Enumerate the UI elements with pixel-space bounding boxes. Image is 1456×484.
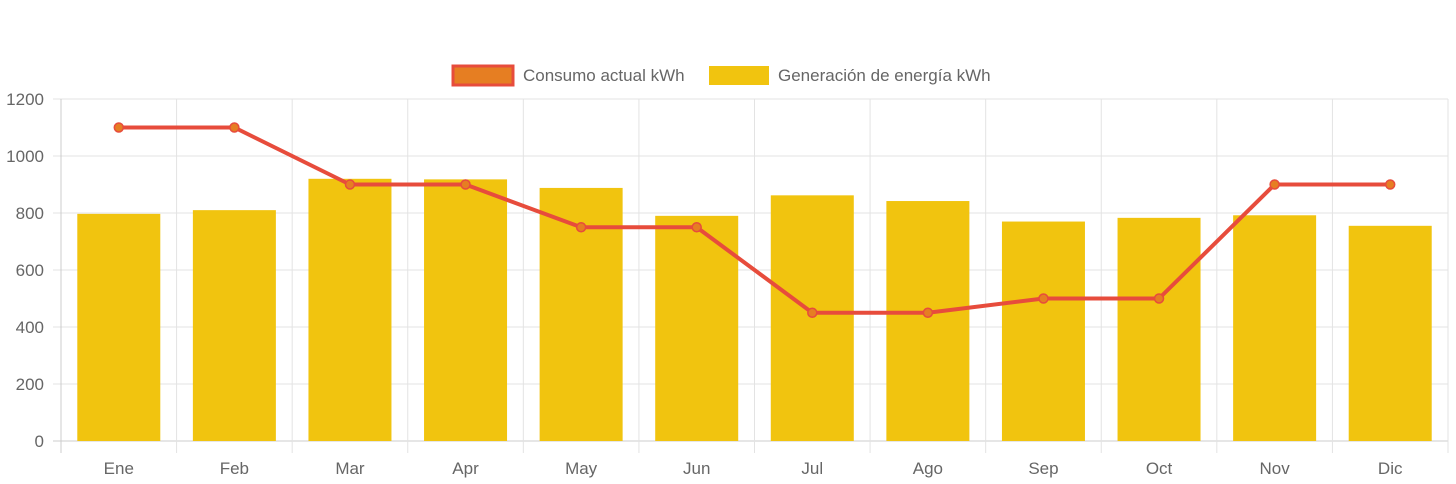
bar-mar: [308, 178, 392, 442]
consumo-line: [116, 125, 1393, 315]
legend-label-consumo: Consumo actual kWh: [523, 66, 685, 85]
x-tick-label: Oct: [1146, 459, 1173, 478]
legend: Consumo actual kWh Generación de energía…: [451, 64, 991, 87]
bar-ago: [886, 201, 970, 441]
consumo-point-may: [575, 222, 587, 233]
x-tick-label: May: [565, 459, 598, 478]
bar-feb: [192, 210, 276, 441]
line-series: [113, 122, 1396, 318]
bar-jul: [770, 195, 854, 441]
bar-apr: [424, 179, 508, 441]
x-tick-label: Nov: [1260, 459, 1291, 478]
consumo-point-dic: [1384, 179, 1396, 190]
bar-ene: [77, 213, 161, 441]
legend-label-generacion: Generación de energía kWh: [778, 66, 991, 85]
x-tick-label: Jun: [683, 459, 710, 478]
x-tick-label: Jul: [801, 459, 823, 478]
legend-item-consumo[interactable]: Consumo actual kWh: [451, 64, 685, 87]
legend-item-generacion[interactable]: Generación de energía kWh: [709, 66, 991, 85]
y-tick-label: 800: [16, 204, 44, 223]
x-tick-label: Dic: [1378, 459, 1403, 478]
y-tick-label: 1000: [6, 147, 44, 166]
bar-dic: [1348, 225, 1432, 441]
y-tick-label: 400: [16, 318, 44, 337]
consumo-point-mar: [344, 179, 356, 190]
consumo-point-ene: [113, 122, 125, 133]
x-axis: Ene Feb Mar Apr May Jun Jul Ago Sep Oct Nov Dic: [104, 459, 1403, 478]
x-tick-label: Sep: [1028, 459, 1058, 478]
x-tick-label: Apr: [452, 459, 479, 478]
bar-nov: [1233, 215, 1317, 441]
bar-oct: [1117, 217, 1201, 441]
consumo-point-feb: [229, 122, 240, 133]
y-tick-label: 600: [16, 261, 44, 280]
legend-swatch-line: [451, 64, 515, 87]
x-tick-label: Ene: [104, 459, 134, 478]
consumo-point-ago: [922, 307, 934, 318]
grid: [53, 98, 1449, 453]
consumo-point-oct: [1153, 293, 1165, 304]
x-tick-label: Ago: [913, 459, 943, 478]
y-tick-label: 200: [16, 375, 44, 394]
x-tick-label: Feb: [220, 459, 249, 478]
consumo-point-sep: [1038, 293, 1049, 304]
y-tick-label: 0: [35, 432, 44, 451]
consumo-point-jun: [691, 222, 702, 233]
legend-swatch-bar: [709, 66, 769, 85]
consumo-point-nov: [1269, 179, 1280, 190]
bar-sep: [1001, 221, 1085, 441]
consumo-point-apr: [460, 179, 471, 190]
bar-series: [77, 178, 1432, 442]
y-tick-label: 1200: [6, 90, 44, 109]
x-tick-label: Mar: [335, 459, 365, 478]
bar-jun: [655, 215, 739, 441]
y-axis: 0 200 400 600 800 1000 1200: [6, 90, 44, 451]
consumo-point-jul: [807, 307, 818, 318]
